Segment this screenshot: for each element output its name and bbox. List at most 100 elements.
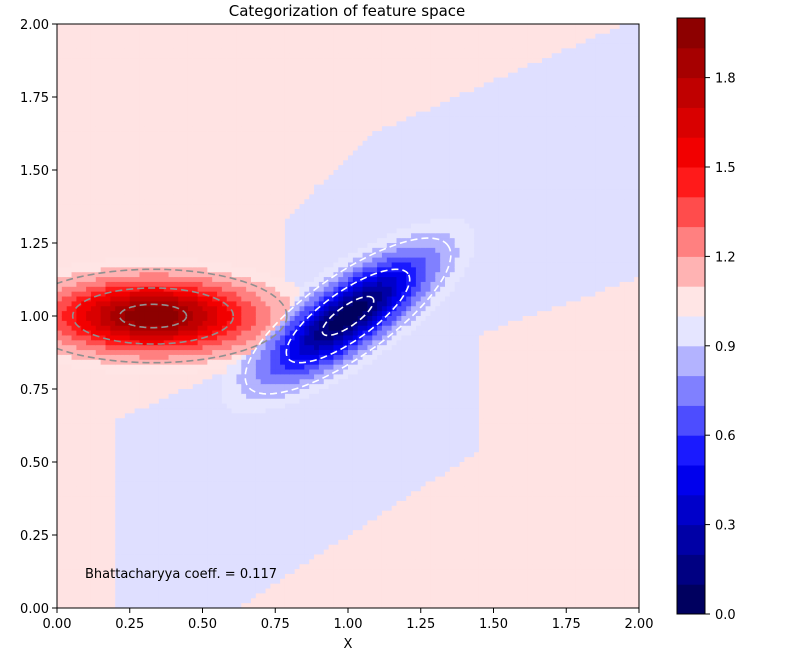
heatmap-cell bbox=[197, 150, 204, 156]
heatmap-cell bbox=[178, 423, 184, 429]
heatmap-cell bbox=[95, 77, 102, 83]
heatmap-cell bbox=[183, 72, 189, 79]
heatmap-cell bbox=[129, 72, 136, 79]
heatmap-cell bbox=[246, 184, 252, 191]
heatmap-cell bbox=[236, 583, 242, 590]
heatmap-cell bbox=[61, 573, 68, 580]
heatmap-cell bbox=[110, 247, 116, 254]
heatmap-cell bbox=[71, 174, 77, 181]
heatmap-cell bbox=[154, 530, 160, 536]
heatmap-cell bbox=[212, 559, 218, 565]
heatmap-cell bbox=[149, 155, 155, 161]
heatmap-cell bbox=[134, 569, 141, 575]
heatmap-cell bbox=[66, 598, 73, 604]
heatmap-cell bbox=[144, 238, 150, 244]
heatmap-cell bbox=[251, 111, 257, 118]
heatmap-cell bbox=[226, 204, 233, 210]
heatmap-cell bbox=[202, 583, 208, 590]
heatmap-cell bbox=[66, 535, 73, 541]
heatmap-cell bbox=[158, 218, 165, 225]
heatmap-cell bbox=[120, 481, 126, 487]
heatmap-cell bbox=[71, 544, 77, 551]
heatmap-cell bbox=[139, 476, 145, 483]
heatmap-cell bbox=[71, 452, 77, 458]
heatmap-cell bbox=[197, 277, 204, 283]
heatmap-cell bbox=[178, 272, 184, 278]
heatmap-cell bbox=[217, 213, 223, 220]
heatmap-cell bbox=[217, 603, 223, 608]
heatmap-cell bbox=[105, 301, 111, 307]
heatmap-cell bbox=[110, 184, 116, 191]
heatmap-cell bbox=[139, 194, 145, 200]
heatmap-cell bbox=[61, 510, 68, 517]
heatmap-cell bbox=[251, 442, 257, 448]
heatmap-cell bbox=[154, 116, 160, 122]
heatmap-cell bbox=[246, 62, 252, 69]
heatmap-cell bbox=[76, 77, 82, 83]
heatmap-cell bbox=[187, 106, 194, 113]
heatmap-cell bbox=[149, 457, 155, 463]
heatmap-cell bbox=[129, 155, 136, 161]
heatmap-cell bbox=[202, 500, 208, 507]
heatmap-cell bbox=[76, 350, 82, 356]
heatmap-cell bbox=[251, 179, 257, 186]
heatmap-cell bbox=[158, 281, 165, 288]
heatmap-cell bbox=[173, 277, 179, 283]
heatmap-cell bbox=[120, 403, 126, 410]
heatmap-cell bbox=[129, 87, 136, 93]
heatmap-cell bbox=[76, 150, 82, 156]
heatmap-cell bbox=[90, 564, 97, 570]
heatmap-cell bbox=[100, 593, 107, 599]
heatmap-cell bbox=[217, 170, 223, 176]
heatmap-cell bbox=[187, 62, 194, 69]
heatmap-cell bbox=[221, 345, 228, 351]
heatmap-cell bbox=[197, 281, 204, 288]
heatmap-cell bbox=[217, 48, 223, 54]
heatmap-cell bbox=[241, 539, 247, 546]
heatmap-cell bbox=[81, 583, 87, 590]
heatmap-cell bbox=[197, 398, 204, 405]
heatmap-cell bbox=[241, 320, 247, 327]
heatmap-cell bbox=[241, 277, 247, 283]
heatmap-cell bbox=[95, 247, 102, 254]
heatmap-cell bbox=[134, 218, 141, 225]
heatmap-cell bbox=[173, 525, 179, 531]
heatmap-cell bbox=[183, 28, 189, 35]
heatmap-cell bbox=[100, 535, 107, 541]
heatmap-cell bbox=[149, 179, 155, 186]
heatmap-cell bbox=[86, 277, 92, 283]
heatmap-cell bbox=[95, 554, 102, 560]
heatmap-cell bbox=[212, 238, 218, 244]
heatmap-cell bbox=[57, 92, 63, 98]
heatmap-cell bbox=[61, 593, 68, 599]
heatmap-cell bbox=[212, 43, 218, 49]
heatmap-cell bbox=[144, 170, 150, 176]
heatmap-cell bbox=[100, 111, 107, 118]
heatmap-cell bbox=[231, 432, 238, 439]
heatmap-cell bbox=[66, 505, 73, 512]
heatmap-cell bbox=[187, 505, 194, 512]
heatmap-cell bbox=[134, 320, 141, 327]
heatmap-cell bbox=[115, 423, 121, 429]
heatmap-cell bbox=[134, 28, 141, 35]
heatmap-cell bbox=[246, 306, 252, 312]
heatmap-cell bbox=[100, 447, 107, 453]
heatmap-cell bbox=[154, 471, 160, 478]
heatmap-cell bbox=[110, 194, 116, 200]
heatmap-cell bbox=[241, 72, 247, 79]
heatmap-cell bbox=[129, 160, 136, 166]
heatmap-cell bbox=[134, 247, 141, 254]
heatmap-cell bbox=[236, 204, 242, 210]
heatmap-cell bbox=[115, 359, 121, 366]
heatmap-cell bbox=[178, 457, 184, 463]
heatmap-cell bbox=[95, 238, 102, 244]
heatmap-cell bbox=[71, 442, 77, 448]
heatmap-cell bbox=[207, 82, 213, 88]
heatmap-cell bbox=[134, 369, 141, 375]
heatmap-cell bbox=[100, 179, 107, 186]
heatmap-cell bbox=[212, 72, 218, 79]
heatmap-cell bbox=[183, 218, 189, 225]
heatmap-cell bbox=[231, 238, 238, 244]
heatmap-cell bbox=[178, 564, 184, 570]
heatmap-cell bbox=[183, 77, 189, 83]
